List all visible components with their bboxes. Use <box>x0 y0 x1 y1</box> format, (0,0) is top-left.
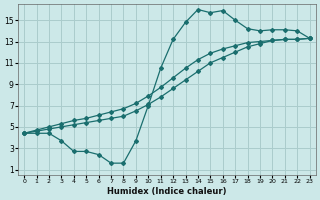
X-axis label: Humidex (Indice chaleur): Humidex (Indice chaleur) <box>107 187 227 196</box>
